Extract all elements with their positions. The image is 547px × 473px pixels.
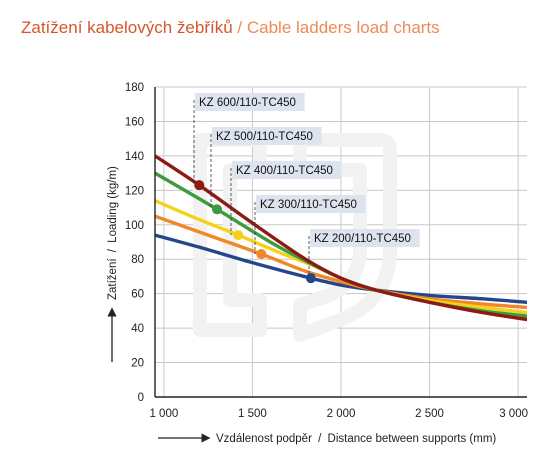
series-label: KZ 400/110-TC450	[236, 165, 333, 177]
callout-box	[212, 127, 322, 145]
series-marker	[256, 249, 267, 260]
callout-box	[256, 195, 366, 213]
y-axis-title-sep: /	[107, 248, 119, 252]
callout-box	[195, 93, 305, 111]
x-axis-title-en: Distance between supports (mm)	[328, 433, 497, 445]
x-tick-label: 1 500	[238, 408, 267, 420]
series-marker	[305, 273, 316, 284]
x-tick-label: 1 000	[149, 408, 178, 420]
y-tick-label: 0	[138, 392, 144, 404]
y-tick-label: 80	[131, 254, 144, 266]
series-line	[155, 154, 527, 322]
page-title: Zatížení kabelových žebříků / Cable ladd…	[21, 18, 440, 38]
y-tick-label: 140	[125, 151, 144, 163]
series-marker	[233, 230, 244, 241]
series-label: KZ 600/110-TC450	[199, 97, 296, 109]
page-title-en: Cable ladders load charts	[246, 18, 440, 37]
series-marker	[194, 180, 205, 191]
series-line	[155, 214, 527, 310]
x-tick-label: 2 000	[327, 408, 356, 420]
series-label: KZ 200/110-TC450	[314, 233, 411, 245]
series-callouts: KZ 600/110-TC450 KZ 500/110-TC450 KZ 400/1…	[193, 93, 420, 279]
callout-box	[232, 161, 342, 179]
watermark-logo	[193, 133, 397, 342]
x-tick-label: 3 000	[499, 408, 528, 420]
page-title-cz: Zatížení kabelových žebříků	[21, 18, 233, 37]
y-tick-label: 100	[125, 220, 144, 232]
y-tick-label: 160	[125, 116, 144, 128]
series-line	[155, 233, 527, 304]
axes	[154, 87, 527, 398]
x-tick-label: 2 500	[415, 408, 444, 420]
tick-labels: 0 20 40 60 80 100 120 140 160 180 1 000 1 500 2 000 2…	[125, 82, 528, 420]
series-lines	[155, 154, 527, 322]
y-axis-title: Zatížení / Loading (kg/m)	[107, 166, 119, 362]
x-axis-title-cz: Vzdálenost podpěr	[216, 433, 312, 445]
svg-text:Vzdálenost podpěr /: Vzdálenost podpěr / Distance between sup…	[216, 433, 496, 445]
series-marker	[212, 204, 222, 215]
y-tick-label: 40	[131, 323, 144, 335]
y-tick-label: 120	[125, 185, 144, 197]
callout-box	[310, 229, 420, 247]
series-label: KZ 300/110-TC450	[260, 199, 357, 211]
page-title-separator: /	[237, 18, 243, 37]
series-markers	[194, 180, 316, 284]
y-tick-label: 180	[125, 82, 144, 94]
series-label: KZ 500/110-TC450	[216, 131, 313, 143]
y-axis-title-cz: Zatížení	[107, 258, 119, 300]
x-axis-title: Vzdálenost podpěr / Distance between sup…	[158, 433, 496, 445]
y-axis-title-en: Loading (kg/m)	[107, 166, 119, 243]
svg-text:Zatížení / Loading: Zatížení / Loading (kg/m)	[107, 166, 119, 300]
x-axis-title-sep: /	[318, 433, 322, 445]
y-tick-label: 20	[131, 358, 144, 370]
y-tick-label: 60	[131, 289, 144, 301]
